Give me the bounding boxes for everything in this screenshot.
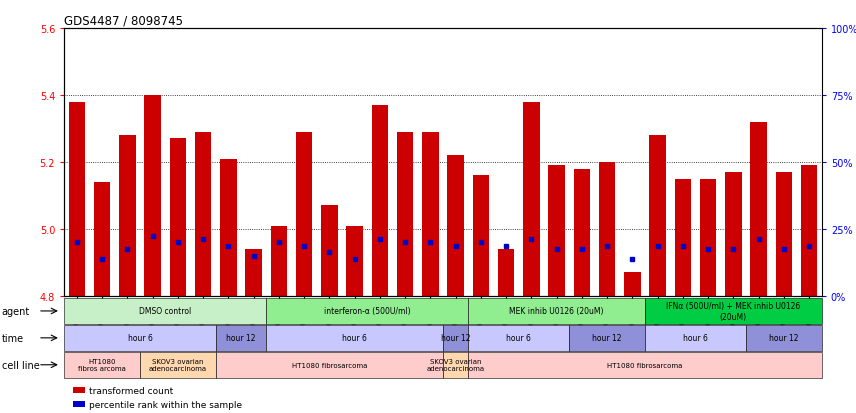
Bar — [145, 96, 161, 296]
Text: time: time — [2, 333, 24, 343]
Bar — [523, 102, 539, 296]
Bar — [169, 139, 186, 296]
Bar — [549, 166, 565, 296]
Bar — [246, 249, 262, 296]
Text: HT1080 fibrosarcoma: HT1080 fibrosarcoma — [292, 362, 367, 368]
Bar — [751, 122, 767, 296]
Text: HT1080
fibros arcoma: HT1080 fibros arcoma — [78, 358, 126, 371]
Text: IFNα (500U/ml) + MEK inhib U0126
(20uM): IFNα (500U/ml) + MEK inhib U0126 (20uM) — [666, 301, 800, 321]
Bar — [574, 169, 590, 296]
Text: MEK inhib U0126 (20uM): MEK inhib U0126 (20uM) — [509, 307, 603, 316]
Text: transformed count: transformed count — [89, 386, 173, 395]
Text: percentile rank within the sample: percentile rank within the sample — [89, 400, 242, 409]
Text: hour 12: hour 12 — [592, 334, 621, 342]
Bar — [372, 106, 388, 296]
Bar — [498, 249, 514, 296]
Text: SKOV3 ovarian
adenocarcinoma: SKOV3 ovarian adenocarcinoma — [149, 358, 207, 371]
Bar — [195, 133, 211, 296]
Bar — [801, 166, 817, 296]
Text: HT1080 fibrosarcoma: HT1080 fibrosarcoma — [607, 362, 683, 368]
Bar — [270, 226, 287, 296]
Text: interferon-α (500U/ml): interferon-α (500U/ml) — [324, 307, 411, 316]
Text: cell line: cell line — [2, 360, 39, 370]
Bar — [650, 136, 666, 296]
Text: hour 6: hour 6 — [342, 334, 367, 342]
Bar — [397, 133, 413, 296]
Bar — [473, 176, 489, 296]
Text: hour 12: hour 12 — [770, 334, 799, 342]
Bar — [220, 159, 236, 296]
Text: hour 6: hour 6 — [128, 334, 152, 342]
Bar — [296, 133, 312, 296]
Bar — [448, 156, 464, 296]
Text: hour 12: hour 12 — [441, 334, 470, 342]
Text: GDS4487 / 8098745: GDS4487 / 8098745 — [64, 15, 183, 28]
Bar — [119, 136, 135, 296]
Bar — [68, 102, 85, 296]
Bar — [776, 173, 792, 296]
Text: agent: agent — [2, 306, 30, 316]
Bar — [321, 206, 337, 296]
Bar — [725, 173, 741, 296]
Bar — [675, 179, 691, 296]
Bar — [700, 179, 716, 296]
Bar — [422, 133, 438, 296]
Bar — [94, 183, 110, 296]
Bar — [624, 273, 640, 296]
Text: hour 6: hour 6 — [683, 334, 708, 342]
Text: hour 12: hour 12 — [226, 334, 256, 342]
Bar — [599, 162, 615, 296]
Text: DMSO control: DMSO control — [139, 307, 192, 316]
Text: SKOV3 ovarian
adenocarcinoma: SKOV3 ovarian adenocarcinoma — [426, 358, 484, 371]
Text: hour 6: hour 6 — [506, 334, 532, 342]
Bar — [347, 226, 363, 296]
